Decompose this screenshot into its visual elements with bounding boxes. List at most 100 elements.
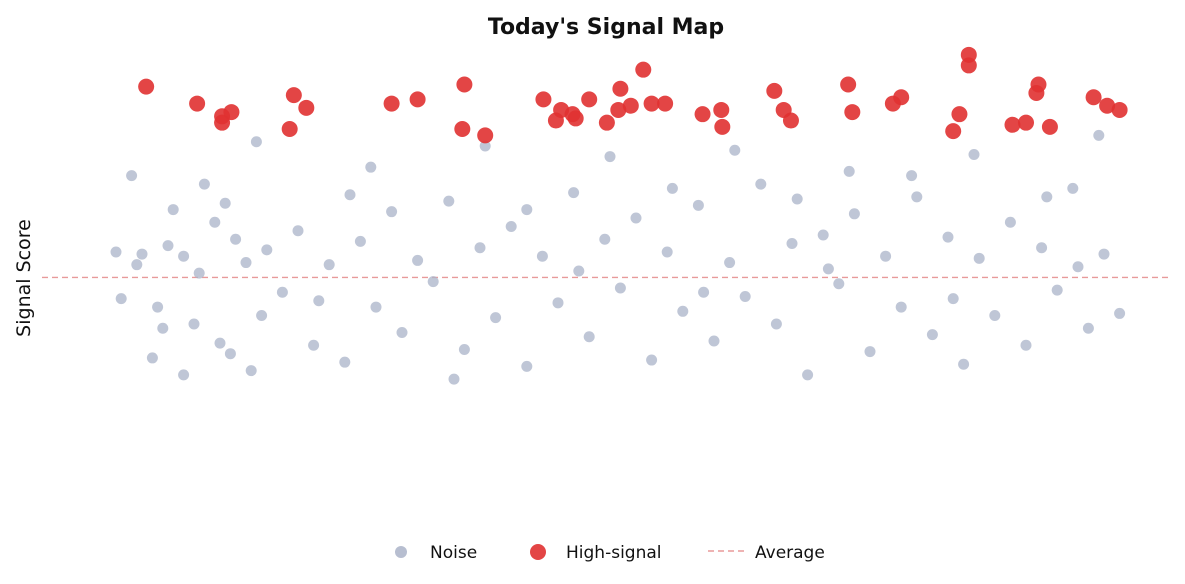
noise-point	[786, 237, 798, 249]
noise-point	[443, 195, 455, 207]
noise-point	[245, 365, 257, 377]
high-signal-point	[1111, 101, 1128, 118]
noise-point	[646, 354, 658, 366]
legend-average-label: Average	[755, 543, 825, 563]
noise-point	[152, 301, 164, 313]
noise-point	[833, 278, 845, 290]
noise-point	[339, 356, 351, 368]
high-signal-point	[945, 123, 962, 140]
noise-point	[698, 286, 710, 298]
noise-point	[193, 267, 205, 279]
noise-point	[396, 327, 408, 338]
high-signal-point	[635, 61, 652, 78]
noise-point	[968, 148, 980, 160]
noise-point	[323, 259, 335, 271]
noise-point	[136, 248, 148, 260]
noise-point	[692, 199, 704, 211]
high-signal-point	[840, 76, 857, 93]
noise-point	[1036, 242, 1048, 254]
noise-point	[188, 318, 200, 330]
noise-point	[942, 231, 954, 243]
noise-point	[536, 250, 548, 262]
noise-point	[989, 310, 1001, 322]
high-signal-point	[694, 106, 711, 123]
high-signal-point	[281, 121, 298, 138]
noise-point	[911, 191, 923, 203]
high-signal-point	[610, 101, 627, 118]
noise-point	[1093, 129, 1105, 141]
high-signal-point	[893, 89, 910, 106]
legend-noise-label: Noise	[430, 543, 477, 563]
high-signal-point	[409, 91, 426, 108]
high-signal-point	[383, 95, 400, 112]
noise-point	[677, 305, 689, 317]
high-signal-point	[598, 114, 615, 131]
high-signal-point	[622, 97, 639, 114]
noise-point	[817, 229, 829, 241]
noise-point	[521, 204, 533, 216]
high-signal-points	[138, 46, 1128, 144]
high-signal-point	[223, 104, 240, 121]
high-signal-point	[1085, 89, 1102, 106]
noise-point	[198, 178, 210, 190]
noise-point	[947, 293, 959, 305]
noise-point	[583, 331, 595, 343]
noise-points	[110, 129, 1126, 385]
noise-point	[110, 246, 122, 258]
legend-high-label: High-signal	[566, 543, 662, 563]
noise-point	[448, 373, 460, 385]
high-signal-point	[714, 118, 731, 135]
noise-point	[552, 297, 564, 309]
noise-point	[230, 233, 242, 245]
noise-point	[1082, 322, 1094, 334]
noise-point	[926, 329, 938, 341]
noise-point	[973, 252, 985, 264]
noise-point	[630, 212, 642, 224]
noise-point	[614, 282, 626, 294]
high-signal-point	[1030, 76, 1047, 93]
high-signal-point	[657, 95, 674, 112]
noise-point	[126, 170, 138, 182]
noise-point	[146, 352, 158, 364]
noise-point	[848, 208, 860, 220]
noise-point	[739, 290, 751, 302]
noise-point	[1098, 248, 1110, 260]
noise-point	[115, 293, 127, 305]
high-signal-point	[567, 110, 584, 127]
noise-point	[666, 182, 678, 194]
noise-point	[178, 250, 190, 262]
high-signal-point	[1099, 97, 1116, 114]
high-signal-point	[454, 121, 471, 138]
noise-point	[479, 140, 491, 152]
high-signal-point	[1004, 116, 1021, 133]
noise-point	[261, 244, 273, 256]
high-signal-point	[535, 91, 552, 108]
high-signal-point	[960, 46, 977, 63]
noise-point	[157, 322, 169, 334]
noise-point	[573, 265, 585, 277]
noise-point	[906, 170, 918, 182]
noise-point	[224, 348, 236, 360]
noise-point	[958, 358, 970, 370]
high-signal-point	[285, 87, 302, 104]
noise-point	[1051, 284, 1063, 296]
noise-point	[755, 178, 767, 190]
noise-point	[344, 189, 356, 201]
high-signal-point	[713, 101, 730, 118]
high-signal-point	[456, 76, 473, 93]
legend: Noise High-signal Average	[395, 543, 825, 563]
high-signal-point	[214, 114, 231, 131]
high-signal-point	[612, 80, 629, 97]
noise-point	[724, 257, 736, 269]
noise-point	[167, 204, 179, 216]
noise-point	[843, 165, 855, 177]
noise-point	[412, 254, 424, 266]
noise-point	[365, 161, 377, 173]
noise-point	[1020, 339, 1032, 351]
noise-point	[1004, 216, 1016, 228]
noise-point	[1067, 182, 1079, 194]
legend-high-marker	[530, 544, 546, 560]
noise-point	[895, 301, 907, 313]
high-signal-point	[782, 112, 799, 129]
